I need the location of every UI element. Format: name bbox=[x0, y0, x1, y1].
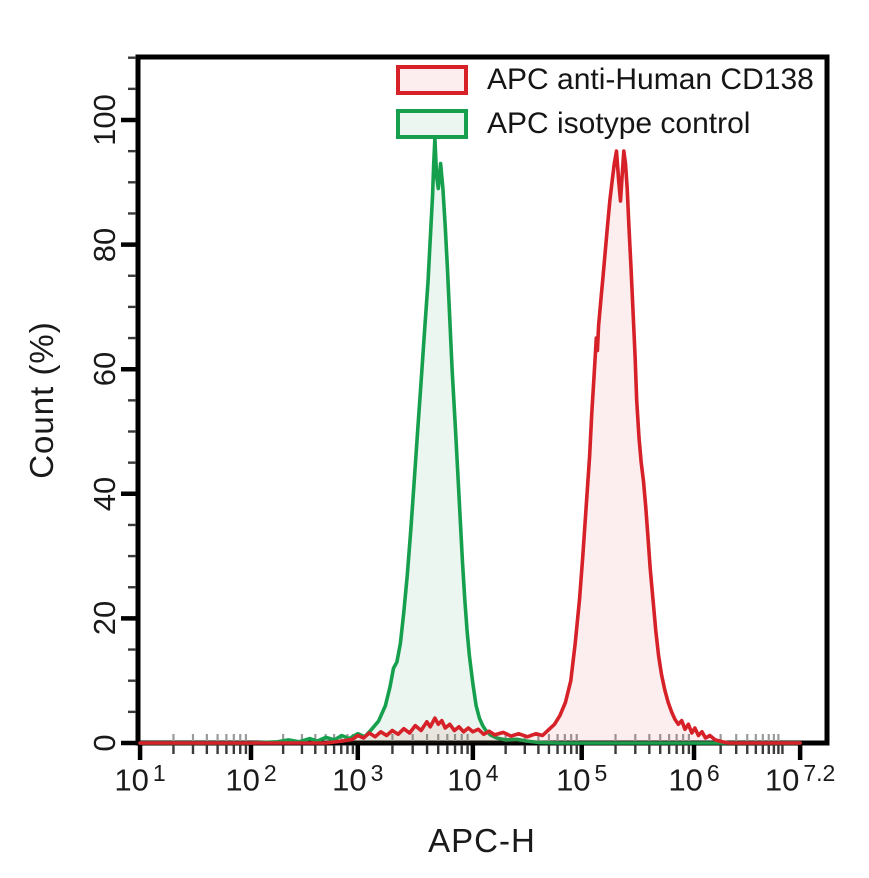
y-tick-label: 0 bbox=[87, 734, 122, 752]
legend-swatch-cd138 bbox=[396, 64, 468, 95]
legend-item-isotype: APC isotype control bbox=[396, 108, 814, 139]
y-tick-label: 60 bbox=[87, 351, 122, 387]
legend-label-isotype: APC isotype control bbox=[487, 106, 751, 140]
legend-label-cd138: APC anti-Human CD138 bbox=[487, 62, 814, 96]
y-tick-label: 80 bbox=[87, 227, 122, 262]
plot-border bbox=[135, 54, 830, 746]
x-axis-title: APC-H bbox=[428, 822, 536, 859]
series-curve-1 bbox=[138, 149, 802, 745]
x-tick-label: 10 3 bbox=[332, 760, 384, 798]
x-tick-label: 10 7.2 bbox=[764, 760, 836, 798]
x-tick-label: 10 2 bbox=[225, 760, 277, 798]
x-tick-label: 10 5 bbox=[556, 760, 608, 798]
legend-item-cd138: APC anti-Human CD138 bbox=[396, 64, 814, 95]
y-axis-title: Count (%) bbox=[23, 321, 60, 479]
x-tick-label: 10 4 bbox=[447, 760, 499, 798]
legend: APC anti-Human CD138 APC isotype control bbox=[396, 64, 814, 139]
legend-swatch-isotype bbox=[396, 108, 468, 139]
y-tick-label: 20 bbox=[87, 601, 122, 636]
y-tick-label: 100 bbox=[87, 94, 122, 146]
x-tick-label: 10 6 bbox=[668, 760, 720, 798]
x-tick-label: 10 1 bbox=[114, 760, 166, 798]
y-tick-label: 40 bbox=[87, 476, 122, 512]
series-fill-1 bbox=[140, 151, 801, 744]
series-curve-0 bbox=[138, 136, 802, 745]
